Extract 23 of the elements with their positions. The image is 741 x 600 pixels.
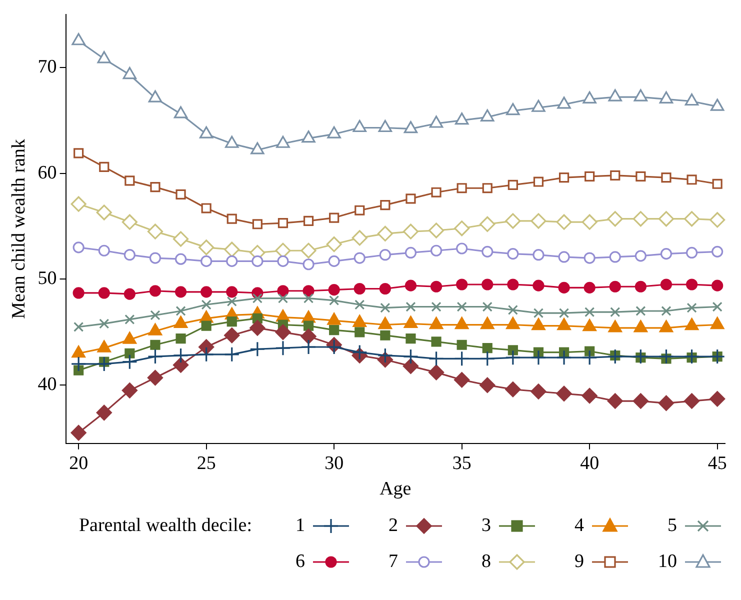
y-tick-label: 40 <box>38 374 57 396</box>
x-tick-label: 40 <box>580 452 600 474</box>
x-tick-label: 35 <box>452 452 472 474</box>
x-axis-title: Age <box>380 478 412 500</box>
legend-label: 3 <box>482 515 491 537</box>
x-tick-label: 25 <box>196 452 216 474</box>
y-axis-title: Mean child wealth rank <box>8 138 30 319</box>
legend-label: 9 <box>574 551 584 573</box>
legend-label: 4 <box>574 515 584 537</box>
legend-label: 1 <box>296 515 305 537</box>
legend-label: 8 <box>482 551 491 573</box>
legend-label: 5 <box>668 515 677 537</box>
legend-label: 7 <box>388 551 398 573</box>
legend-label: 6 <box>296 551 305 573</box>
x-tick-label: 45 <box>708 452 727 474</box>
x-tick-label: 30 <box>324 452 344 474</box>
legend-label: 10 <box>658 551 677 573</box>
legend-title: Parental wealth decile: <box>78 515 253 537</box>
legend-label: 2 <box>388 515 398 537</box>
y-tick-label: 50 <box>38 268 57 290</box>
x-tick-label: 20 <box>69 452 88 474</box>
y-tick-label: 60 <box>38 162 57 184</box>
y-tick-label: 70 <box>38 56 57 78</box>
